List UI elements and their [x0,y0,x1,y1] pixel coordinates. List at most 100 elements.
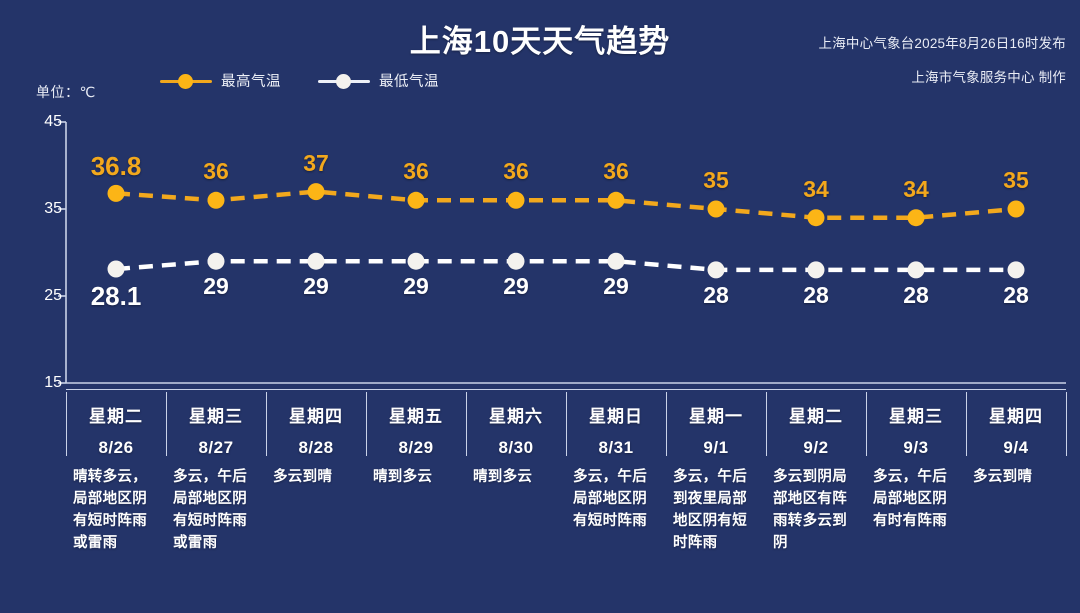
forecast-day-header: 星期三 8/27 [166,388,266,458]
high-temp-point [407,191,425,209]
low-temp-point [707,261,725,279]
low-temp-point [607,252,625,270]
legend-high-label: 最高气温 [221,74,281,90]
forecast-day-header: 星期二 9/2 [766,388,866,458]
high-temp-value-label: 36.8 [90,151,142,182]
column-divider [766,392,767,456]
high-temp-point [507,191,525,209]
weather-description: 多云，午后局部地区阴有短时阵雨 [573,469,647,529]
date-label: 8/28 [298,438,334,457]
low-temp-value-label: 28 [903,281,929,308]
weather-description: 多云，午后局部地区阴有短时阵雨或雷雨 [173,469,247,551]
forecast-day-header: 星期四 9/4 [966,388,1066,458]
high-temp-point [607,191,625,209]
high-temp-value-label: 36 [403,158,429,185]
legend-high-marker-icon [160,73,212,89]
date-label: 9/2 [803,438,829,457]
forecast-day-header: 星期日 8/31 [566,388,666,458]
weather-description: 多云，午后局部地区阴有时有阵雨 [873,469,947,529]
low-temp-value-label: 28 [803,281,829,308]
high-temp-point [1007,200,1025,218]
weather-description: 晴到多云 [373,469,433,485]
legend-low-marker-icon [318,73,370,89]
forecast-day-header: 星期三 9/3 [866,388,966,458]
low-temp-line [115,258,1016,273]
forecast-day-header: 星期一 9/1 [666,388,766,458]
low-temp-value-label: 29 [603,273,629,300]
low-temp-value-label: 29 [503,273,529,300]
low-temp-point [507,252,525,270]
high-temp-point [707,200,725,218]
weather-description: 多云到晴 [973,469,1033,485]
weather-description: 晴转多云，局部地区阴有短时阵雨或雷雨 [73,469,147,551]
low-temp-value-label: 28.1 [90,281,142,312]
date-label: 8/26 [98,438,134,457]
column-divider [966,392,967,456]
low-temp-point [407,252,425,270]
column-divider [266,392,267,456]
y-axis-tick-label: 15 [44,374,62,391]
weather-description: 多云到阴局部地区有阵雨转多云到阴 [773,469,847,551]
forecast-day-header: 星期六 8/30 [466,388,566,458]
forecast-day-header: 星期四 8/28 [266,388,366,458]
high-temp-value-label: 36 [603,158,629,185]
column-divider [666,392,667,456]
column-divider [66,392,67,456]
high-temp-point [907,209,925,227]
weekday-label: 星期三 [189,407,243,426]
forecast-day-header: 星期五 8/29 [366,388,466,458]
weekday-label: 星期日 [589,407,643,426]
weekday-label: 星期二 [89,407,143,426]
date-label: 9/4 [1003,438,1029,457]
date-label: 8/27 [198,438,234,457]
high-temp-point [207,191,225,209]
weekday-label: 星期四 [289,407,343,426]
publisher-line-2: 上海市气象服务中心 制作 [911,70,1066,85]
high-temp-value-label: 36 [203,158,229,185]
legend-item-high: 最高气温 [160,70,281,91]
table-top-divider [66,389,1066,390]
weekday-label: 星期三 [889,407,943,426]
low-temp-point [207,252,225,270]
high-temp-value-label: 35 [703,167,729,193]
high-temp-value-label: 36 [503,158,529,185]
high-temp-value-label: 34 [803,175,829,202]
high-temp-point [807,209,825,227]
low-temp-point [1007,261,1025,279]
low-temp-point [107,260,125,278]
weekday-label: 星期五 [389,407,443,426]
weather-description: 多云，午后到夜里局部地区阴有短时阵雨 [673,469,747,551]
low-temp-value-label: 29 [203,273,229,300]
high-temp-point [107,184,125,202]
weekday-label: 星期二 [789,407,843,426]
high-temp-value-label: 34 [903,175,929,202]
date-label: 8/30 [498,438,534,457]
date-label: 9/1 [703,438,729,457]
column-divider [466,392,467,456]
weekday-label: 星期六 [489,407,543,426]
date-label: 9/3 [903,438,929,457]
low-temp-point [907,261,925,279]
y-axis-tick-label: 35 [44,200,62,217]
legend-item-low: 最低气温 [318,70,439,91]
y-axis-tick-label: 45 [44,113,62,130]
high-temp-line [115,189,1017,220]
column-divider [866,392,867,456]
legend-low-label: 最低气温 [379,74,439,90]
high-temp-value-label: 37 [303,149,329,176]
y-axis-tick-label: 25 [44,287,62,304]
low-temp-value-label: 28 [703,281,729,308]
low-temp-point [807,261,825,279]
page-title: 上海10天天气趋势 [409,24,671,59]
column-divider [166,392,167,456]
column-divider [566,392,567,456]
date-label: 8/29 [398,438,434,457]
column-divider [366,392,367,456]
unit-label: 单位：℃ [36,84,96,100]
low-temp-value-label: 29 [403,273,429,300]
high-temp-value-label: 35 [1003,167,1029,193]
forecast-day-header: 星期二 8/26 [66,388,166,458]
publisher-line-1: 上海中心气象台2025年8月26日16时发布 [818,36,1066,51]
low-temp-value-label: 28 [1003,281,1029,308]
